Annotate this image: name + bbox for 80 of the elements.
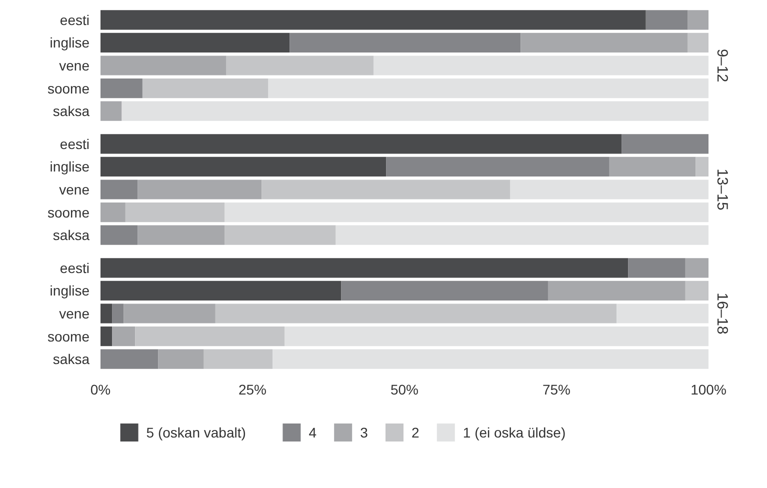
- bar: [622, 134, 708, 154]
- bar: [100, 258, 628, 278]
- bar: [100, 202, 126, 222]
- bar: [124, 304, 216, 324]
- bar: [100, 101, 122, 121]
- legend-label: 2: [412, 424, 420, 440]
- y2-axis-title: 9–12: [714, 48, 730, 82]
- bar: [685, 258, 708, 278]
- bar: [386, 156, 610, 177]
- y-tick-label: vene: [59, 306, 90, 322]
- bar: [510, 180, 708, 200]
- bar: [215, 304, 617, 324]
- bar: [100, 134, 622, 154]
- y-tick-label: soome: [47, 328, 90, 344]
- bar: [138, 180, 262, 200]
- bar: [204, 349, 273, 369]
- legend-label: 1 (ei oska üldse): [462, 424, 566, 440]
- bar: [226, 56, 374, 76]
- bar: [373, 56, 708, 76]
- y-tick-label: eesti: [60, 12, 90, 28]
- y-tick-label: saksa: [52, 103, 90, 120]
- bar: [122, 101, 708, 121]
- x-tick-label: 75%: [542, 382, 571, 398]
- bar: [696, 156, 708, 177]
- x-tick-label: 25%: [238, 382, 267, 398]
- y-tick-label: vene: [59, 58, 90, 74]
- y-tick-label: saksa: [52, 227, 90, 244]
- bar: [520, 32, 688, 53]
- bar: [688, 32, 708, 53]
- bar: [100, 156, 386, 177]
- bar: [100, 180, 138, 200]
- bar: [336, 225, 708, 245]
- bar: [616, 304, 708, 324]
- bar: [262, 180, 510, 200]
- y-tick-label: saksa: [52, 351, 90, 368]
- bar: [100, 326, 112, 346]
- bar: [646, 10, 688, 30]
- bar: [100, 349, 158, 369]
- bar: [268, 78, 708, 98]
- bar: [341, 280, 548, 301]
- bar: [142, 78, 268, 98]
- bar: [688, 10, 708, 30]
- y2-axis-title: 13–15: [714, 168, 730, 210]
- bar: [284, 326, 708, 346]
- bar: [112, 304, 124, 324]
- bar: [125, 202, 225, 222]
- x-tick-label: 50%: [390, 382, 419, 398]
- x-tick-label: 100%: [690, 382, 726, 398]
- y-tick-label: soome: [47, 204, 90, 220]
- bar: [100, 32, 290, 53]
- y-tick-label: inglise: [50, 158, 90, 175]
- bar: [290, 32, 521, 53]
- legend-label: 5 (oskan vabalt): [146, 424, 246, 440]
- bar: [158, 349, 204, 369]
- legend-label: 3: [360, 424, 368, 440]
- bar: [135, 326, 285, 346]
- bar: [100, 225, 138, 245]
- bar: [138, 225, 225, 245]
- y2-axis-title: 16–18: [714, 292, 730, 334]
- bar: [224, 202, 708, 222]
- x-tick-label: 0%: [90, 382, 111, 398]
- bar: [100, 280, 342, 301]
- bar: [112, 326, 136, 346]
- y-tick-label: soome: [47, 80, 90, 96]
- bar: [548, 280, 686, 301]
- bar: [272, 349, 708, 369]
- bar: [100, 10, 646, 30]
- bar: [685, 280, 708, 301]
- y-tick-label: eesti: [60, 136, 90, 152]
- bar: [100, 304, 112, 324]
- y-tick-label: inglise: [50, 34, 90, 51]
- bar: [628, 258, 686, 278]
- bar: [224, 225, 336, 245]
- bar: [609, 156, 696, 177]
- legend-label: 4: [308, 424, 317, 440]
- bar: [100, 56, 226, 76]
- y-tick-label: vene: [59, 182, 90, 198]
- y-tick-label: inglise: [50, 282, 90, 299]
- y-tick-label: eesti: [60, 260, 90, 276]
- bar: [100, 78, 142, 98]
